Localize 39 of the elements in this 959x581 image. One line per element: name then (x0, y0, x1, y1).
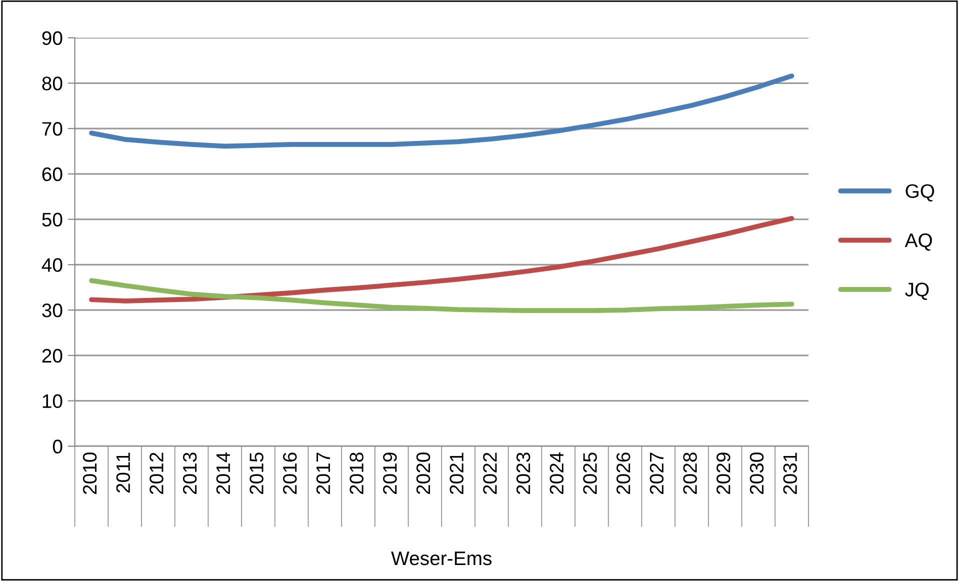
x-tick-label: 2013 (182, 452, 197, 494)
y-tick-label: 20 (42, 348, 62, 363)
x-tick-label: 2023 (516, 452, 530, 494)
x-tick-label: 2015 (250, 452, 264, 494)
x-tick-label: 2019 (383, 452, 397, 494)
x-tick-label: 2024 (550, 452, 564, 494)
y-tick-label: 70 (42, 122, 62, 136)
y-tick-label: 10 (42, 394, 62, 408)
x-tick-label: 2020 (416, 452, 430, 494)
y-tick-label: 30 (42, 304, 62, 318)
x-tick-label: 2022 (483, 452, 497, 494)
x-tick-label: 2012 (150, 452, 164, 494)
y-tick-label: 80 (42, 76, 62, 90)
x-tick-label: 2031 (783, 452, 797, 494)
x-tick-label: 2016 (283, 452, 297, 494)
legend-label: GQ (906, 184, 934, 202)
x-tick-label: 2026 (616, 452, 630, 494)
x-tick-label: 2018 (350, 452, 364, 494)
x-tick-label: 2010 (82, 452, 97, 494)
x-tick-label: 2017 (316, 452, 330, 494)
y-tick-label: 50 (42, 212, 62, 227)
y-tick-label: 90 (42, 31, 62, 45)
x-tick-label: 2014 (216, 452, 230, 494)
legend-label: JQ (905, 282, 929, 300)
x-tick-label: 2030 (750, 452, 764, 494)
y-tick-label: 0 (52, 440, 62, 454)
x-tick-label: 2029 (716, 452, 730, 494)
x-tick-label: 2021 (450, 452, 464, 494)
x-axis-title: Weser-Ems (391, 552, 492, 566)
x-tick-label: 2027 (650, 452, 664, 494)
line-series (89, 73, 794, 149)
y-tick-label: 60 (42, 167, 62, 182)
x-tick-label: 2011 (116, 452, 130, 493)
y-tick-label: 40 (42, 258, 62, 272)
line-series (89, 216, 794, 304)
x-tick-label: 2028 (683, 452, 697, 494)
legend-label: AQ (904, 233, 932, 251)
x-tick-label: 2025 (583, 452, 597, 494)
line-series (89, 278, 794, 313)
